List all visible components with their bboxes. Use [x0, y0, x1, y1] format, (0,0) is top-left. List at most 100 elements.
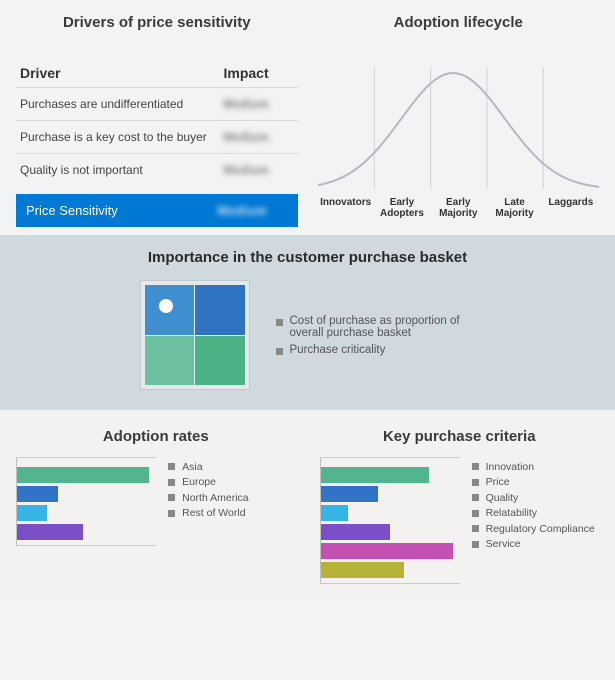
- treemap-cell: [195, 336, 245, 386]
- lifecycle-category-label: EarlyMajority: [430, 197, 486, 219]
- legend-label: Quality: [486, 492, 519, 504]
- bullet-icon: [472, 463, 479, 470]
- legend-label: North America: [182, 492, 249, 504]
- bar: [16, 505, 47, 521]
- legend-label: Asia: [182, 461, 202, 473]
- legend-label: Purchase criticality: [290, 344, 386, 356]
- drivers-table-head: Driver Impact: [16, 59, 298, 87]
- importance-treemap: [140, 280, 250, 390]
- bar: [320, 486, 379, 502]
- bar: [320, 562, 404, 578]
- driver-cell: Purchase is a key cost to the buyer: [20, 130, 224, 144]
- bullet-icon: [276, 348, 283, 355]
- legend-label: Price: [486, 476, 510, 488]
- lifecycle-category-label: LateMajority: [486, 197, 542, 219]
- bar: [16, 467, 149, 483]
- drivers-table: Driver Impact Purchases are undifferenti…: [16, 59, 298, 227]
- bullet-icon: [472, 510, 479, 517]
- bar-row: [320, 467, 460, 483]
- bar: [320, 524, 390, 540]
- table-row: Quality is not importantMedium: [16, 153, 298, 186]
- bar-row: [16, 524, 156, 540]
- summary-label: Price Sensitivity: [26, 203, 218, 218]
- legend-item: Price: [472, 476, 599, 488]
- lifecycle-category-label: EarlyAdopters: [374, 197, 430, 219]
- bullet-icon: [472, 525, 479, 532]
- legend-item: Cost of purchase as proportion of overal…: [276, 315, 476, 339]
- adoption-rates-title: Adoption rates: [16, 428, 296, 445]
- drivers-title: Drivers of price sensitivity: [16, 14, 298, 31]
- bar: [16, 524, 83, 540]
- criteria-legend: Innovation Price Quality Relatability Regula…: [472, 457, 599, 584]
- table-row: Purchase is a key cost to the buyerMediu…: [16, 120, 298, 153]
- lifecycle-category-label: Innovators: [318, 197, 374, 219]
- legend-item: Quality: [472, 492, 599, 504]
- bar-row: [16, 467, 156, 483]
- impact-cell: Medium: [224, 97, 294, 111]
- legend-item: North America: [168, 492, 295, 504]
- legend-item: Relatability: [472, 507, 599, 519]
- bar-row: [16, 486, 156, 502]
- bottom-row: Adoption rates Asia Europe North America Re…: [0, 410, 615, 598]
- adoption-rates-panel: Adoption rates Asia Europe North America Re…: [16, 428, 296, 584]
- driver-cell: Quality is not important: [20, 163, 224, 177]
- legend-item: Rest of World: [168, 507, 295, 519]
- criteria-bars: [320, 457, 460, 584]
- legend-item: Europe: [168, 476, 295, 488]
- bar-row: [16, 505, 156, 521]
- legend-label: Service: [486, 538, 521, 550]
- key-criteria-chart: Innovation Price Quality Relatability Regula…: [320, 457, 600, 584]
- impact-cell: Medium: [224, 130, 294, 144]
- lifecycle-title: Adoption lifecycle: [318, 14, 600, 31]
- bullet-icon: [472, 541, 479, 548]
- treemap-cell: [145, 336, 195, 386]
- bar-row: [320, 524, 460, 540]
- legend-label: Rest of World: [182, 507, 245, 519]
- bar: [320, 467, 429, 483]
- legend-item: Service: [472, 538, 599, 550]
- treemap-cell: [195, 285, 245, 335]
- bar: [320, 543, 453, 559]
- legend-label: Regulatory Compliance: [486, 523, 595, 535]
- lifecycle-category-label: Laggards: [543, 197, 599, 219]
- summary-value: Medium: [218, 203, 288, 218]
- key-criteria-title: Key purchase criteria: [320, 428, 600, 445]
- table-row: Purchases are undifferentiatedMedium: [16, 87, 298, 120]
- importance-panel: Importance in the customer purchase bask…: [0, 235, 615, 410]
- legend-label: Cost of purchase as proportion of overal…: [290, 315, 476, 339]
- legend-item: Purchase criticality: [276, 344, 476, 356]
- bar-row: [320, 505, 460, 521]
- lifecycle-svg: [318, 49, 600, 219]
- impact-cell: Medium: [224, 163, 294, 177]
- bullet-icon: [472, 479, 479, 486]
- importance-title: Importance in the customer purchase bask…: [0, 249, 615, 266]
- bullet-icon: [168, 479, 175, 486]
- bullet-icon: [472, 494, 479, 501]
- key-criteria-panel: Key purchase criteria Innovation Price Qua…: [320, 428, 600, 584]
- driver-cell: Purchases are undifferentiated: [20, 97, 224, 111]
- lifecycle-panel: Adoption lifecycle InnovatorsEarlyAdopte…: [318, 14, 600, 227]
- bullet-icon: [276, 319, 283, 326]
- legend-label: Innovation: [486, 461, 534, 473]
- importance-legend: Cost of purchase as proportion of overal…: [276, 310, 476, 361]
- bullet-icon: [168, 494, 175, 501]
- legend-item: Asia: [168, 461, 295, 473]
- top-row: Drivers of price sensitivity Driver Impa…: [0, 0, 615, 235]
- adoption-bars: [16, 457, 156, 546]
- adoption-rates-chart: Asia Europe North America Rest of World: [16, 457, 296, 546]
- lifecycle-labels: InnovatorsEarlyAdoptersEarlyMajorityLate…: [318, 197, 600, 219]
- treemap-highlight-dot: [159, 299, 173, 313]
- drivers-panel: Drivers of price sensitivity Driver Impa…: [16, 14, 298, 227]
- bullet-icon: [168, 463, 175, 470]
- legend-label: Relatability: [486, 507, 537, 519]
- bar-row: [320, 562, 460, 578]
- legend-label: Europe: [182, 476, 216, 488]
- lifecycle-chart: InnovatorsEarlyAdoptersEarlyMajorityLate…: [318, 49, 600, 219]
- price-sensitivity-summary: Price Sensitivity Medium: [16, 194, 298, 227]
- bar: [320, 505, 348, 521]
- bar: [16, 486, 58, 502]
- bar-row: [320, 543, 460, 559]
- legend-item: Regulatory Compliance: [472, 523, 599, 535]
- col-driver: Driver: [20, 65, 224, 81]
- col-impact: Impact: [224, 65, 294, 81]
